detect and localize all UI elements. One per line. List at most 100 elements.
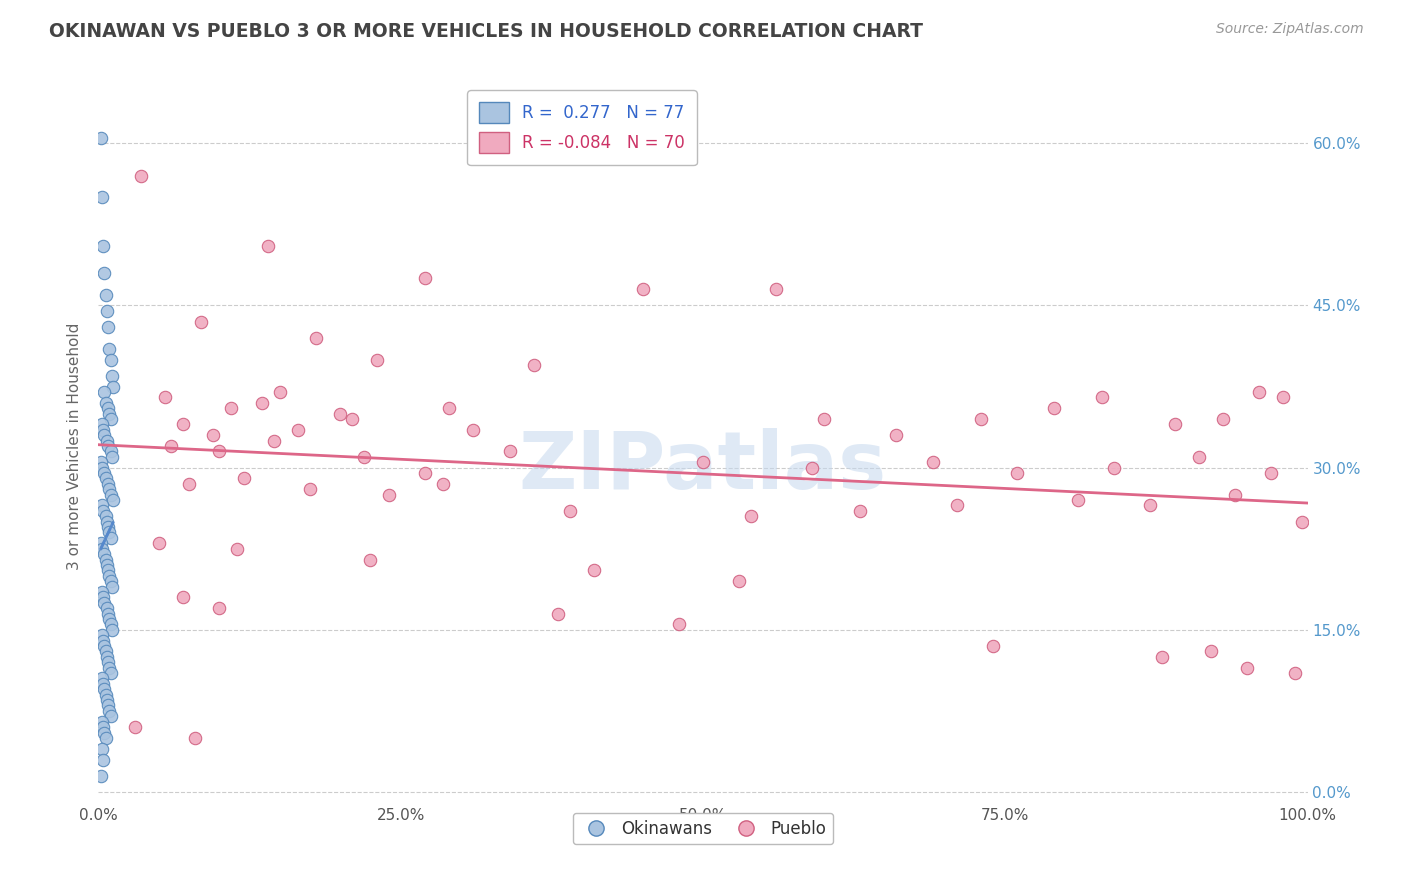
Point bbox=[94, 731, 117, 745]
Point bbox=[94, 396, 117, 410]
Point bbox=[98, 660, 121, 674]
Point bbox=[692, 455, 714, 469]
Point bbox=[256, 239, 278, 253]
Text: ZIPatlas: ZIPatlas bbox=[519, 428, 887, 507]
Point bbox=[97, 698, 120, 713]
Point bbox=[93, 639, 115, 653]
Point bbox=[100, 617, 122, 632]
Point bbox=[1249, 384, 1271, 399]
Point bbox=[94, 509, 117, 524]
Point bbox=[437, 401, 460, 416]
Point bbox=[97, 320, 120, 334]
Point bbox=[91, 720, 114, 734]
Point bbox=[813, 412, 835, 426]
Point bbox=[91, 423, 114, 437]
Point bbox=[153, 390, 176, 404]
Point bbox=[100, 666, 122, 681]
Point bbox=[190, 315, 212, 329]
Point bbox=[100, 623, 122, 637]
Point bbox=[547, 607, 569, 621]
Point bbox=[981, 639, 1004, 653]
Point bbox=[1236, 660, 1258, 674]
Text: Source: ZipAtlas.com: Source: ZipAtlas.com bbox=[1216, 22, 1364, 37]
Point bbox=[558, 504, 581, 518]
Point bbox=[98, 482, 121, 496]
Point bbox=[668, 617, 690, 632]
Point bbox=[98, 525, 121, 540]
Point bbox=[93, 725, 115, 739]
Point bbox=[172, 417, 194, 432]
Point bbox=[91, 714, 114, 729]
Legend: Okinawans, Pueblo: Okinawans, Pueblo bbox=[572, 814, 834, 845]
Point bbox=[353, 450, 375, 464]
Point bbox=[91, 239, 114, 253]
Point bbox=[91, 677, 114, 691]
Point bbox=[305, 331, 328, 345]
Point bbox=[96, 693, 118, 707]
Point bbox=[97, 476, 120, 491]
Point bbox=[97, 520, 120, 534]
Point bbox=[91, 753, 114, 767]
Point bbox=[96, 434, 118, 448]
Point bbox=[93, 547, 115, 561]
Point bbox=[740, 509, 762, 524]
Point bbox=[202, 428, 225, 442]
Point bbox=[93, 596, 115, 610]
Point bbox=[946, 499, 969, 513]
Point bbox=[97, 401, 120, 416]
Point bbox=[90, 131, 112, 145]
Point bbox=[1223, 488, 1246, 502]
Point bbox=[93, 682, 115, 697]
Point bbox=[1212, 412, 1234, 426]
Point bbox=[184, 731, 207, 745]
Point bbox=[1139, 499, 1161, 513]
Point bbox=[208, 444, 231, 458]
Point bbox=[91, 591, 114, 605]
Point bbox=[100, 709, 122, 723]
Point bbox=[498, 444, 520, 458]
Point bbox=[886, 428, 908, 442]
Point bbox=[94, 287, 117, 301]
Point bbox=[91, 504, 114, 518]
Point bbox=[91, 460, 114, 475]
Point bbox=[1188, 450, 1211, 464]
Point bbox=[800, 460, 823, 475]
Point bbox=[432, 476, 454, 491]
Point bbox=[377, 488, 399, 502]
Point bbox=[413, 466, 436, 480]
Point bbox=[94, 552, 117, 566]
Point bbox=[1260, 466, 1282, 480]
Point bbox=[583, 563, 606, 577]
Point bbox=[179, 476, 201, 491]
Point bbox=[1091, 390, 1114, 404]
Point bbox=[263, 434, 285, 448]
Point bbox=[226, 541, 249, 556]
Point bbox=[728, 574, 751, 589]
Point bbox=[287, 423, 309, 437]
Point bbox=[101, 379, 124, 393]
Point bbox=[97, 439, 120, 453]
Point bbox=[232, 471, 254, 485]
Point bbox=[98, 407, 121, 421]
Point bbox=[765, 282, 787, 296]
Point bbox=[208, 601, 231, 615]
Point bbox=[100, 488, 122, 502]
Point bbox=[98, 704, 121, 718]
Point bbox=[463, 423, 485, 437]
Point bbox=[329, 407, 352, 421]
Point bbox=[96, 649, 118, 664]
Point bbox=[1152, 649, 1174, 664]
Point bbox=[98, 612, 121, 626]
Y-axis label: 3 or more Vehicles in Household: 3 or more Vehicles in Household bbox=[67, 322, 83, 570]
Point bbox=[172, 591, 194, 605]
Point bbox=[100, 368, 122, 383]
Point bbox=[1284, 666, 1306, 681]
Point bbox=[221, 401, 243, 416]
Point bbox=[96, 303, 118, 318]
Point bbox=[129, 169, 152, 183]
Point bbox=[93, 384, 115, 399]
Point bbox=[91, 741, 114, 756]
Point bbox=[93, 266, 115, 280]
Point bbox=[98, 342, 121, 356]
Point bbox=[101, 493, 124, 508]
